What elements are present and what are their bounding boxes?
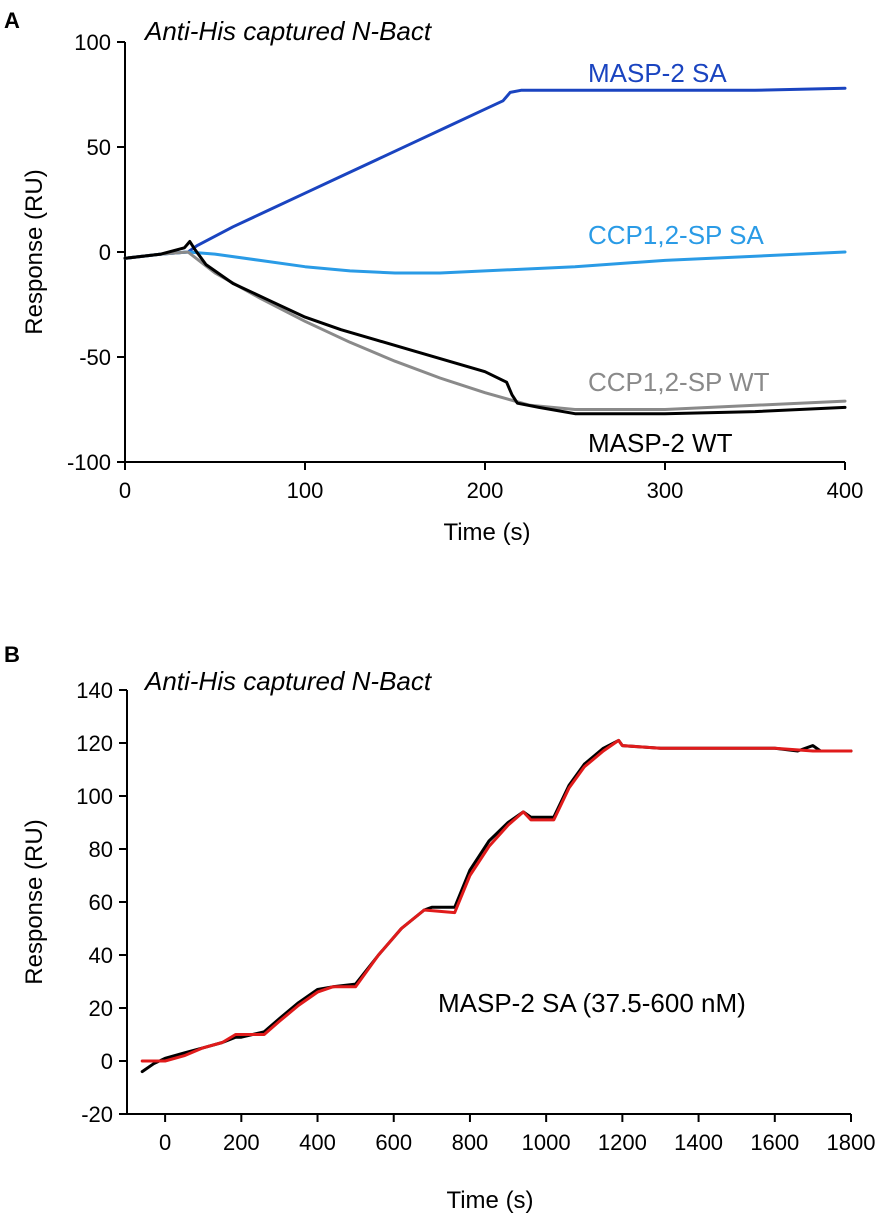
panel-a-y-tick-label: 0	[99, 240, 111, 265]
panel-b-title: Anti-His captured N-Bact	[143, 666, 433, 696]
panel-b-y-tick-label: 60	[89, 890, 113, 915]
label-masp2-sa: MASP-2 SA	[588, 58, 727, 88]
panel-b-x-tick-label: 0	[159, 1130, 171, 1155]
panel-b-y-tick-label: 80	[89, 837, 113, 862]
panel-a-y-axis-title: Response (RU)	[21, 169, 48, 334]
panel-b-series-fit-line	[140, 738, 853, 1063]
label-masp2-wt: MASP-2 WT	[588, 428, 733, 458]
panel-a-x-tick-label: 200	[467, 478, 504, 503]
panel-b-y-tick-label: 140	[76, 678, 113, 703]
panel-b-x-tick-label: 800	[452, 1130, 489, 1155]
panel-b-y-tick-label: 120	[76, 731, 113, 756]
panel-b-y-tick-label: 20	[89, 996, 113, 1021]
panel-b-y-tick-label: 100	[76, 784, 113, 809]
panel-a: A Anti-His captured N-Bact -100 -50 0 50 100…	[4, 8, 863, 546]
panel-a-x-tick-label: 300	[647, 478, 684, 503]
panel-b-letter: B	[4, 642, 20, 667]
panel-b-y-axis-title: Response (RU)	[21, 819, 48, 984]
panel-a-x-tick-label: 400	[827, 478, 864, 503]
panel-b-y-tick-label: -20	[81, 1102, 113, 1127]
panel-b-x-tick-label: 1000	[522, 1130, 571, 1155]
panel-a-series-ccp1-2-sp-sa-line	[123, 250, 847, 275]
panel-a-x-axis-title: Time (s)	[443, 519, 530, 546]
panel-a-series-masp-2-wt-line	[123, 240, 847, 416]
panel-b-y-tick-label: 40	[89, 943, 113, 968]
label-ccp12sp-wt: CCP1,2-SP WT	[588, 367, 770, 397]
panel-b-x-tick-label: 1400	[674, 1130, 723, 1155]
panel-b-x-axis-title: Time (s)	[446, 1187, 533, 1214]
panel-a-x-tick-label: 0	[119, 478, 131, 503]
panel-a-x-tick-label: 100	[287, 478, 324, 503]
panel-b-x-tick-label: 1200	[598, 1130, 647, 1155]
panel-b-x-tick-label: 600	[375, 1130, 412, 1155]
panel-a-series-ccp1-2-sp-wt-line	[123, 250, 847, 411]
panel-a-series-masp-2-sa-line	[123, 86, 847, 260]
panel-a-y-tick-label: 100	[74, 30, 111, 55]
panel-a-letter: A	[4, 8, 20, 33]
panel-b-y-tick-label: 0	[101, 1049, 113, 1074]
panel-a-y-tick-label: -100	[67, 450, 111, 475]
panel-b-annotation: MASP-2 SA (37.5-600 nM)	[438, 988, 746, 1018]
panel-a-y-tick-label: 50	[87, 135, 111, 160]
panel-b-x-tick-label: 400	[299, 1130, 336, 1155]
panel-b-x-tick-label: 1600	[750, 1130, 799, 1155]
panel-b-x-tick-label: 1800	[827, 1130, 876, 1155]
panel-a-y-tick-label: -50	[79, 345, 111, 370]
panel-b-series-data-line	[140, 738, 853, 1074]
panel-a-title: Anti-His captured N-Bact	[143, 16, 433, 46]
panel-b: B Anti-His captured N-Bact -20 0 20 40 60 80 1…	[4, 642, 875, 1214]
panel-b-x-tick-label: 200	[223, 1130, 260, 1155]
label-ccp12sp-sa: CCP1,2-SP SA	[588, 220, 764, 250]
